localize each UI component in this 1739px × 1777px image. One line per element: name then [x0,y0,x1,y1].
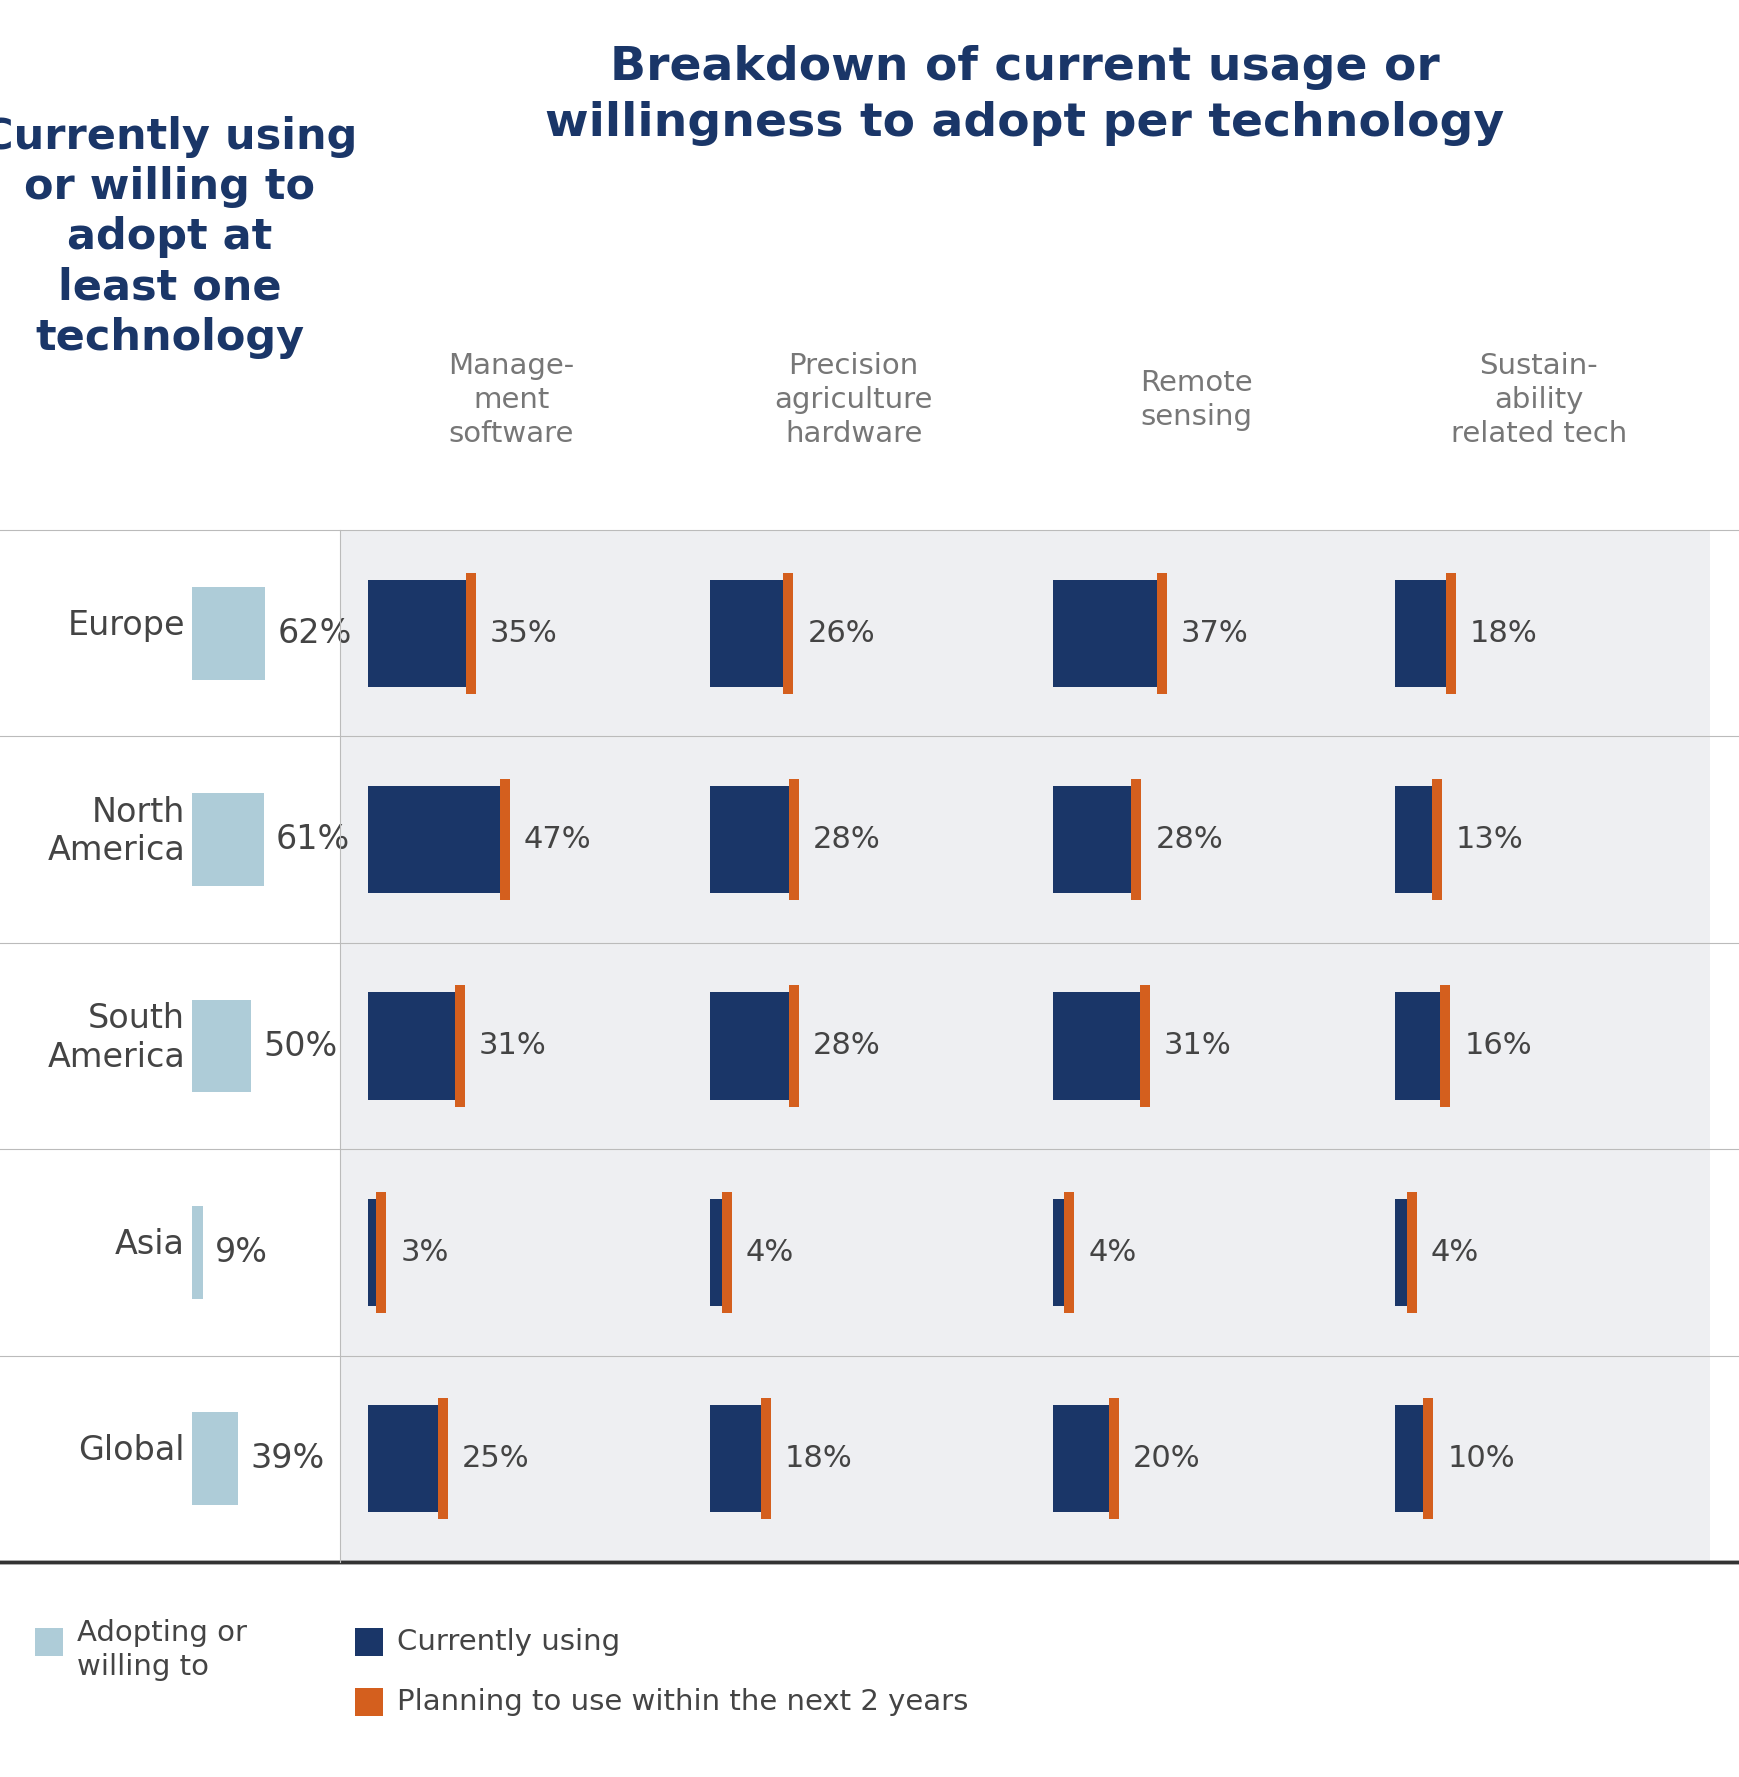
Bar [466,572,476,693]
Text: 26%: 26% [807,618,875,647]
Bar [438,1398,447,1519]
Bar [1156,572,1165,693]
Bar [788,778,798,901]
Text: 3%: 3% [400,1239,449,1267]
Text: 18%: 18% [1469,618,1537,647]
Bar [376,1192,386,1313]
Bar [710,785,788,894]
Text: Europe: Europe [68,610,184,641]
Bar [1052,1199,1064,1306]
Bar [682,530,1024,1562]
Bar [367,785,499,894]
Text: 4%: 4% [1429,1239,1478,1267]
Bar [367,1199,376,1306]
Text: Remote
sensing: Remote sensing [1139,370,1252,430]
Bar [1367,530,1709,1562]
Text: Breakdown of current usage or
willingness to adopt per technology: Breakdown of current usage or willingnes… [544,44,1504,146]
Text: Adopting or
willing to: Adopting or willing to [77,1619,247,1681]
Bar [1024,530,1367,1562]
Text: 62%: 62% [277,617,351,650]
Bar [1108,1398,1118,1519]
Bar [191,999,250,1093]
Text: 20%: 20% [1132,1445,1200,1473]
Bar [1139,984,1149,1107]
Bar [1052,992,1139,1100]
Bar [355,1628,383,1656]
Bar [1395,1406,1423,1512]
Text: Planning to use within the next 2 years: Planning to use within the next 2 years [396,1688,969,1717]
Text: Sustain-
ability
related tech: Sustain- ability related tech [1450,352,1626,448]
Bar [710,1199,722,1306]
Bar [1052,579,1156,688]
Bar [722,1192,732,1313]
Text: 35%: 35% [490,618,558,647]
Text: 39%: 39% [250,1443,323,1475]
Bar [1431,778,1442,901]
Text: Global: Global [78,1434,184,1468]
Bar [1395,579,1445,688]
Text: 4%: 4% [1087,1239,1136,1267]
Text: 47%: 47% [523,825,591,855]
Bar [191,793,264,887]
Bar [35,1628,63,1656]
Bar [783,572,793,693]
Bar [1052,1406,1108,1512]
Text: Currently using: Currently using [396,1628,619,1656]
Bar [788,984,798,1107]
Bar [1395,992,1440,1100]
Bar [1395,1199,1405,1306]
Text: South
America: South America [47,1002,184,1073]
Text: 31%: 31% [478,1031,546,1061]
Bar [339,530,682,1562]
Text: 4%: 4% [746,1239,793,1267]
Bar [191,1207,202,1299]
Text: North
America: North America [47,796,184,867]
Bar [191,1413,238,1505]
Text: 37%: 37% [1181,618,1247,647]
Bar [454,984,464,1107]
Bar [1423,1398,1433,1519]
Bar [367,579,466,688]
Bar [1405,1192,1416,1313]
Text: Manage-
ment
software: Manage- ment software [449,352,574,448]
Text: 9%: 9% [214,1235,268,1269]
Text: 16%: 16% [1464,1031,1530,1061]
Text: 28%: 28% [812,825,880,855]
Bar [1052,785,1130,894]
Text: 50%: 50% [263,1029,337,1063]
Text: 25%: 25% [463,1445,529,1473]
Bar [1064,1192,1073,1313]
Bar [1395,785,1431,894]
Text: 28%: 28% [812,1031,880,1061]
Text: Currently using
or willing to
adopt at
least one
technology: Currently using or willing to adopt at l… [0,116,358,359]
Bar [1130,778,1141,901]
Bar [355,1688,383,1717]
Bar [760,1398,770,1519]
Bar [710,992,788,1100]
Text: Precision
agriculture
hardware: Precision agriculture hardware [774,352,932,448]
Bar [367,1406,438,1512]
Text: 61%: 61% [277,823,350,857]
Text: 13%: 13% [1456,825,1523,855]
Text: Asia: Asia [115,1228,184,1262]
Bar [499,778,510,901]
Text: 28%: 28% [1155,825,1223,855]
Bar [1445,572,1456,693]
Bar [710,1406,760,1512]
Bar [191,586,264,679]
Bar [1440,984,1450,1107]
Bar [367,992,454,1100]
Bar [710,579,783,688]
Text: 31%: 31% [1163,1031,1231,1061]
Text: 10%: 10% [1447,1445,1515,1473]
Text: 18%: 18% [784,1445,852,1473]
